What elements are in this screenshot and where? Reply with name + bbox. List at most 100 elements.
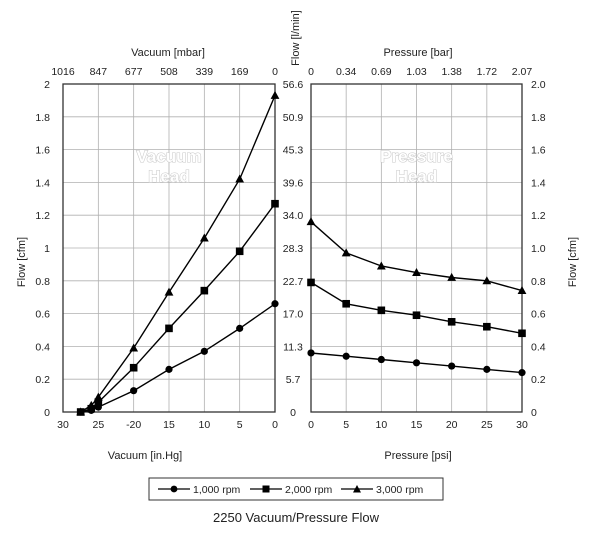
vacuum-point-3-000-rpm bbox=[129, 343, 139, 352]
vacuum-y-tick-label: 0.8 bbox=[35, 276, 50, 288]
vacuum-x-tick-label: 15 bbox=[163, 419, 175, 431]
vacuum-x-tick-label: 25 bbox=[92, 419, 104, 431]
legend-label-2000-rpm: 2,000 rpm bbox=[285, 484, 333, 496]
vacuum-point-3-000-rpm bbox=[235, 174, 245, 183]
pressure-y-tick-label: 1.0 bbox=[531, 243, 546, 255]
vacuum-y-tick-label: 0 bbox=[44, 407, 50, 419]
vacuum-series-line-1-000-rpm bbox=[80, 303, 276, 413]
center-y-tick-label: 56.6 bbox=[283, 79, 304, 91]
legend-marker-circle bbox=[170, 485, 178, 493]
center-y-axis-title: Flow [l/min] bbox=[290, 10, 302, 66]
vacuum-top-tick-label: 508 bbox=[160, 66, 178, 78]
vacuum-x-tick-label: 5 bbox=[237, 419, 243, 431]
vacuum-y-tick-label: 0.6 bbox=[35, 309, 50, 321]
vacuum-point-3-000-rpm bbox=[86, 400, 96, 409]
vacuum-top-tick-label: 1016 bbox=[51, 66, 75, 78]
frame-layer bbox=[62, 83, 523, 413]
pressure-x-axis-title: Pressure [psi] bbox=[384, 450, 451, 462]
left-y-axis-title: Flow [cfm] bbox=[16, 237, 28, 287]
vacuum-watermark-line-1: Head bbox=[148, 167, 190, 186]
pressure-x-tick-label: 5 bbox=[343, 419, 349, 431]
vacuum-point-1-000-rpm bbox=[271, 300, 279, 308]
pressure-y-tick-label: 2.0 bbox=[531, 79, 546, 91]
pressure-point-3-000-rpm bbox=[376, 261, 386, 270]
legend-label-1000-rpm: 1,000 rpm bbox=[193, 484, 241, 496]
center-y-tick-label: 34.0 bbox=[283, 210, 304, 222]
vacuum-point-1-000-rpm bbox=[236, 324, 244, 332]
pressure-top-axis-title: Pressure [bar] bbox=[383, 47, 452, 59]
center-y-tick-label: 45.3 bbox=[283, 145, 304, 157]
pressure-x-tick-label: 0 bbox=[308, 419, 314, 431]
vacuum-point-1-000-rpm bbox=[200, 347, 208, 355]
pressure-point-2-000-rpm bbox=[412, 311, 421, 320]
vacuum-plot-frame bbox=[62, 83, 276, 413]
vacuum-y-tick-label: 0.2 bbox=[35, 374, 50, 386]
vacuum-x-tick-label: 0 bbox=[272, 419, 278, 431]
pressure-point-2-000-rpm bbox=[518, 329, 526, 338]
pressure-watermark-line-1: Head bbox=[396, 167, 438, 186]
pressure-point-3-000-rpm bbox=[306, 217, 316, 226]
vacuum-y-tick-label: 0.4 bbox=[35, 341, 50, 353]
legend-label-3000-rpm: 3,000 rpm bbox=[376, 484, 424, 496]
vacuum-top-axis-title: Vacuum [mbar] bbox=[131, 47, 205, 59]
vacuum-top-tick-label: 677 bbox=[125, 66, 143, 78]
vacuum-top-tick-label: 0 bbox=[272, 66, 278, 78]
center-y-tick-label: 39.6 bbox=[283, 177, 304, 189]
vacuum-top-tick-label: 339 bbox=[196, 66, 214, 78]
vacuum-watermark-line-0: Vacuum bbox=[136, 147, 201, 166]
vacuum-x-tick-label: -20 bbox=[126, 419, 141, 431]
pressure-top-tick-label: 0.34 bbox=[336, 66, 357, 78]
vacuum-x-tick-label: 30 bbox=[57, 419, 69, 431]
pressure-point-1-000-rpm bbox=[342, 352, 350, 360]
center-y-tick-label: 50.9 bbox=[283, 112, 304, 124]
pressure-point-2-000-rpm bbox=[307, 278, 315, 287]
vacuum-x-axis-title: Vacuum [in.Hg] bbox=[108, 450, 182, 462]
pressure-y-tick-label: 1.6 bbox=[531, 145, 546, 157]
center-y-tick-label: 0 bbox=[290, 407, 296, 419]
center-y-tick-label: 22.7 bbox=[283, 276, 304, 288]
vacuum-y-tick-label: 1.8 bbox=[35, 112, 50, 124]
vacuum-point-1-000-rpm bbox=[130, 387, 138, 395]
pressure-point-2-000-rpm bbox=[342, 299, 350, 308]
pressure-y-tick-label: 0.6 bbox=[531, 309, 546, 321]
pressure-point-1-000-rpm bbox=[518, 369, 526, 377]
center-y-tick-label: 28.3 bbox=[283, 243, 304, 255]
pressure-x-tick-label: 20 bbox=[446, 419, 458, 431]
pressure-top-tick-label: 2.07 bbox=[512, 66, 533, 78]
legend: 1,000 rpm 2,000 rpm 3,000 rpm bbox=[148, 477, 444, 501]
pressure-x-tick-label: 30 bbox=[516, 419, 528, 431]
pressure-point-3-000-rpm bbox=[341, 248, 351, 257]
pressure-x-tick-label: 15 bbox=[411, 419, 423, 431]
pressure-point-1-000-rpm bbox=[412, 359, 421, 367]
vacuum-y-tick-label: 1 bbox=[44, 243, 50, 255]
vacuum-y-tick-label: 1.4 bbox=[35, 177, 50, 189]
vacuum-point-2-000-rpm bbox=[200, 286, 209, 295]
vacuum-point-2-000-rpm bbox=[94, 398, 103, 406]
vacuum-point-2-000-rpm bbox=[235, 247, 244, 256]
vacuum-top-tick-label: 169 bbox=[231, 66, 249, 78]
pressure-point-3-000-rpm bbox=[482, 276, 492, 285]
vacuum-point-2-000-rpm bbox=[129, 363, 138, 372]
pressure-y-tick-label: 0 bbox=[531, 407, 537, 419]
center-y-tick-label: 5.7 bbox=[286, 374, 301, 386]
vacuum-point-3-000-rpm bbox=[270, 90, 280, 99]
legend-entry-1000-rpm: 1,000 rpm bbox=[158, 484, 241, 496]
vacuum-y-tick-label: 2 bbox=[44, 79, 50, 91]
pressure-top-tick-label: 1.03 bbox=[406, 66, 427, 78]
pressure-top-tick-label: 1.72 bbox=[477, 66, 498, 78]
vacuum-point-2-000-rpm bbox=[165, 324, 173, 333]
vacuum-x-tick-label: 10 bbox=[198, 419, 210, 431]
center-y-tick-label: 11.3 bbox=[283, 341, 303, 353]
vacuum-point-3-000-rpm bbox=[76, 407, 86, 416]
pressure-y-tick-label: 0.2 bbox=[531, 374, 546, 386]
vacuum-point-3-000-rpm bbox=[164, 287, 174, 296]
vacuum-point-1-000-rpm bbox=[165, 365, 173, 373]
pressure-plot-frame bbox=[310, 83, 523, 413]
pressure-x-tick-label: 10 bbox=[375, 419, 387, 431]
pressure-point-2-000-rpm bbox=[483, 322, 491, 331]
right-y-axis-title: Flow [cfm] bbox=[567, 237, 579, 287]
legend-marker-triangle bbox=[353, 485, 361, 493]
